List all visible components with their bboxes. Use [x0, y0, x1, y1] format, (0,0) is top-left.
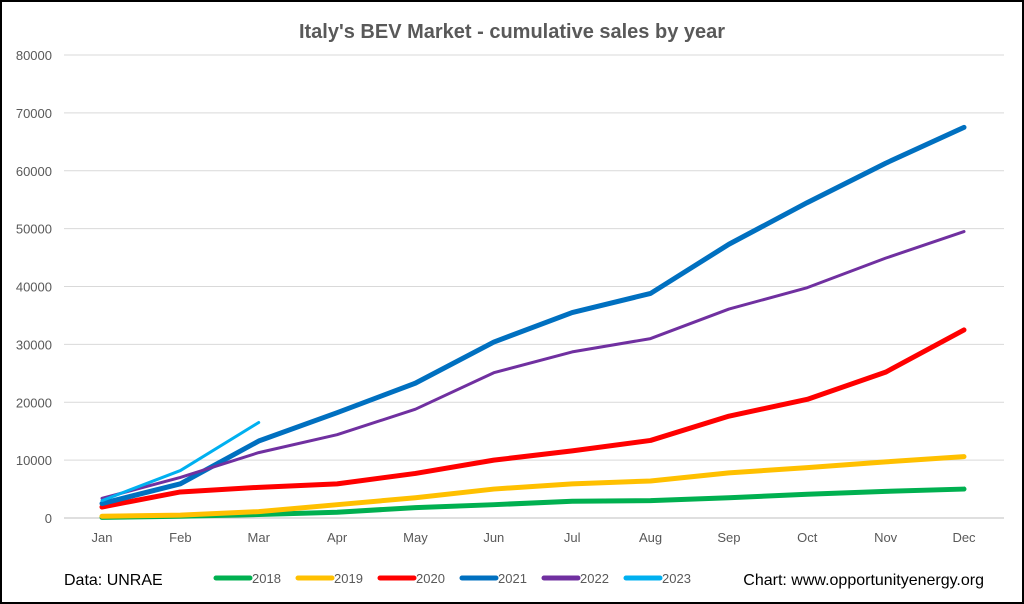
- x-tick-label: Sep: [717, 530, 740, 545]
- x-tick-label: Dec: [952, 530, 976, 545]
- legend-label-2023: 2023: [662, 571, 691, 586]
- series-line-2022: [100, 230, 966, 500]
- x-tick-label: May: [403, 530, 428, 545]
- series-line-2021: [99, 124, 967, 507]
- y-tick-label: 10000: [16, 453, 52, 468]
- legend-label-2020: 2020: [416, 571, 445, 586]
- credit-note: Chart: www.opportunityenergy.org: [743, 572, 984, 589]
- y-tick-label: 40000: [16, 280, 52, 295]
- x-tick-label: Nov: [874, 530, 898, 545]
- y-tick-label: 80000: [16, 48, 52, 63]
- y-tick-label: 70000: [16, 106, 52, 121]
- chart-title: Italy's BEV Market - cumulative sales by…: [299, 21, 725, 43]
- y-tick-label: 30000: [16, 337, 52, 352]
- x-tick-label: Oct: [797, 530, 818, 545]
- y-tick-label: 0: [45, 511, 52, 526]
- legend-label-2022: 2022: [580, 571, 609, 586]
- series-line-2019: [99, 454, 967, 519]
- series-line-2023: [100, 421, 261, 503]
- y-tick-label: 20000: [16, 395, 52, 410]
- series-line-2020: [99, 327, 967, 510]
- x-tick-label: Mar: [248, 530, 271, 545]
- legend-label-2019: 2019: [334, 571, 363, 586]
- y-tick-label: 60000: [16, 164, 52, 179]
- legend-label-2018: 2018: [252, 571, 281, 586]
- x-tick-label: Apr: [327, 530, 348, 545]
- x-tick-label: Feb: [169, 530, 191, 545]
- y-tick-label: 50000: [16, 222, 52, 237]
- x-tick-label: Aug: [639, 530, 662, 545]
- x-tick-label: Jul: [564, 530, 581, 545]
- legend-label-2021: 2021: [498, 571, 527, 586]
- x-tick-label: Jun: [483, 530, 504, 545]
- x-tick-label: Jan: [92, 530, 113, 545]
- source-note: Data: UNRAE: [64, 572, 163, 589]
- series-line-2018: [99, 486, 967, 520]
